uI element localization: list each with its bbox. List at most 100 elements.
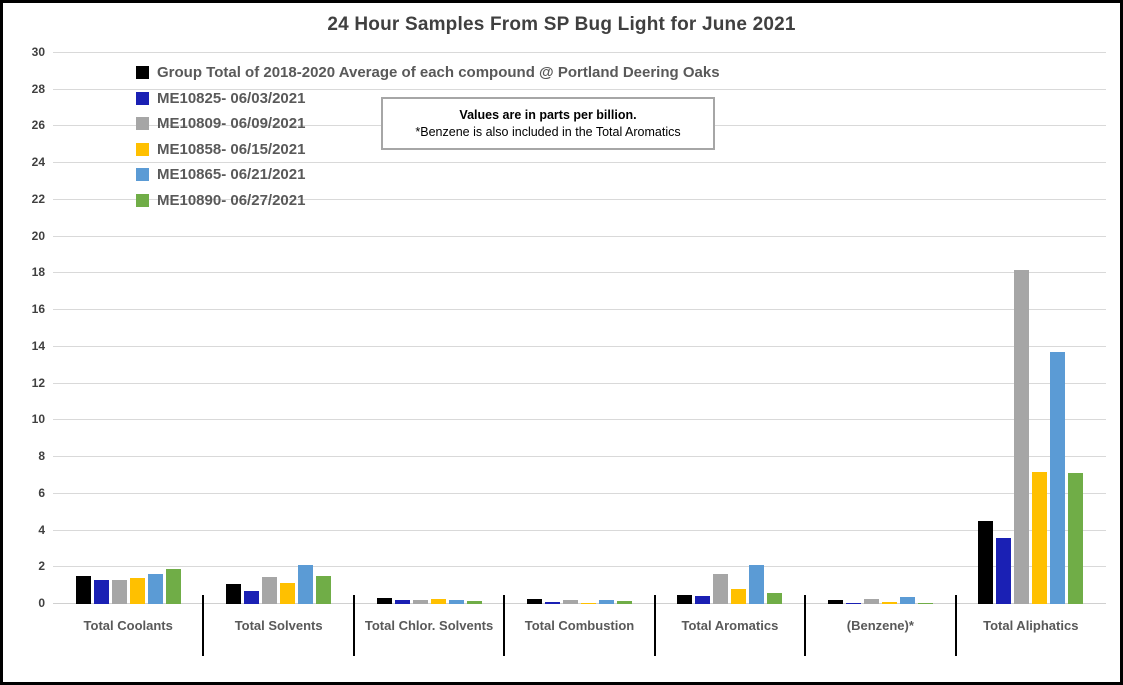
bar	[598, 600, 614, 604]
bar-group	[203, 53, 353, 604]
y-tick-label: 2	[38, 559, 45, 574]
gridline	[53, 566, 1106, 568]
gridline	[53, 345, 1106, 347]
legend-label: ME10858- 06/15/2021	[157, 140, 306, 158]
bar	[616, 601, 632, 604]
bar	[996, 538, 1012, 604]
bar	[899, 597, 915, 604]
y-tick-label: 10	[31, 412, 45, 427]
gridline	[53, 309, 1106, 311]
gridline	[53, 198, 1106, 200]
chart-title: 24 Hour Samples From SP Bug Light for Ju…	[327, 14, 796, 35]
bar	[767, 593, 783, 604]
bar	[244, 591, 260, 604]
y-tick-label: 14	[31, 338, 45, 353]
legend-swatch-icon	[136, 91, 149, 105]
gridline	[53, 162, 1106, 164]
gridline	[53, 88, 1106, 90]
annotation-line1: Values are in parts per billion.	[459, 108, 637, 122]
y-tick-label: 30	[31, 45, 45, 59]
bar	[262, 577, 278, 604]
bar	[1014, 270, 1030, 604]
legend-item: ME10809- 06/09/2021	[136, 111, 720, 137]
category-label: Total Solvents	[234, 618, 323, 633]
bar	[544, 602, 560, 604]
bar-group	[354, 53, 504, 604]
bar	[713, 574, 729, 604]
gridline	[53, 419, 1106, 421]
y-tick-label: 4	[38, 522, 45, 537]
bar	[226, 584, 242, 604]
category-label: Total Chlor. Solvents	[364, 618, 494, 633]
legend-item: ME10865- 06/21/2021	[136, 162, 720, 188]
legend-item: ME10890- 06/27/2021	[136, 188, 720, 214]
legend-label: Group Total of 2018-2020 Average of each…	[157, 64, 720, 82]
category-label: Total Combustion	[524, 618, 635, 633]
bar	[827, 600, 843, 604]
bar	[917, 603, 933, 604]
y-tick-label: 0	[38, 596, 45, 610]
legend-item: ME10858- 06/15/2021	[136, 137, 720, 163]
category-label: Total Coolants	[83, 618, 173, 633]
legend-item: ME10825- 06/03/2021	[136, 86, 720, 112]
bar	[75, 576, 91, 604]
category-label: Total Aliphatics	[983, 618, 1079, 633]
legend-label: ME10809- 06/09/2021	[157, 115, 306, 133]
category-separator	[202, 595, 205, 656]
x-axis-line	[53, 603, 1106, 604]
bar	[129, 578, 145, 604]
y-tick-label: 22	[31, 191, 45, 206]
bar-group	[504, 53, 654, 604]
bar	[147, 574, 163, 604]
gridline	[53, 272, 1106, 274]
category-separator	[653, 595, 656, 656]
annotation-box: Values are in parts per billion. *Benzen…	[381, 97, 715, 150]
bar	[466, 601, 482, 604]
legend-label: ME10865- 06/21/2021	[157, 166, 306, 184]
bar	[526, 599, 542, 604]
gridline	[53, 52, 1106, 53]
bar	[448, 600, 464, 604]
bar	[394, 600, 410, 604]
bar	[580, 603, 596, 604]
y-tick-label: 20	[31, 228, 45, 243]
y-tick-label: 16	[31, 302, 45, 317]
bar	[562, 600, 578, 604]
gridline	[53, 235, 1106, 237]
gridline	[53, 382, 1106, 384]
bar	[677, 595, 693, 604]
legend-item: Group Total of 2018-2020 Average of each…	[136, 60, 720, 86]
legend-swatch-icon	[136, 117, 149, 131]
y-tick-label: 24	[31, 155, 45, 170]
bar	[280, 583, 296, 604]
y-tick-label: 12	[31, 375, 45, 390]
y-tick-label: 8	[38, 449, 45, 464]
bar	[1032, 472, 1048, 604]
legend: Group Total of 2018-2020 Average of each…	[136, 60, 720, 213]
bar	[1050, 352, 1066, 604]
legend-label: ME10825- 06/03/2021	[157, 89, 306, 107]
bar	[749, 565, 765, 604]
bar	[863, 599, 879, 604]
bar	[165, 569, 181, 604]
bar	[412, 600, 428, 604]
bar	[1068, 473, 1084, 604]
bar	[881, 602, 897, 604]
annotation-line2: *Benzene is also included in the Total A…	[415, 125, 681, 139]
category-label: (Benzene)*	[846, 618, 914, 633]
bar	[111, 580, 127, 604]
bar	[376, 598, 392, 604]
bar-group	[805, 53, 955, 604]
category-separator	[352, 595, 355, 656]
bar	[298, 565, 314, 604]
gridline	[53, 529, 1106, 531]
category-separator	[954, 595, 957, 656]
bar-group	[53, 53, 203, 604]
bar	[316, 576, 332, 604]
y-tick-label: 18	[31, 265, 45, 280]
bar	[430, 599, 446, 604]
legend-swatch-icon	[136, 168, 149, 182]
category-separator	[804, 595, 807, 656]
y-tick-label: 6	[38, 485, 45, 500]
bar	[731, 589, 747, 604]
